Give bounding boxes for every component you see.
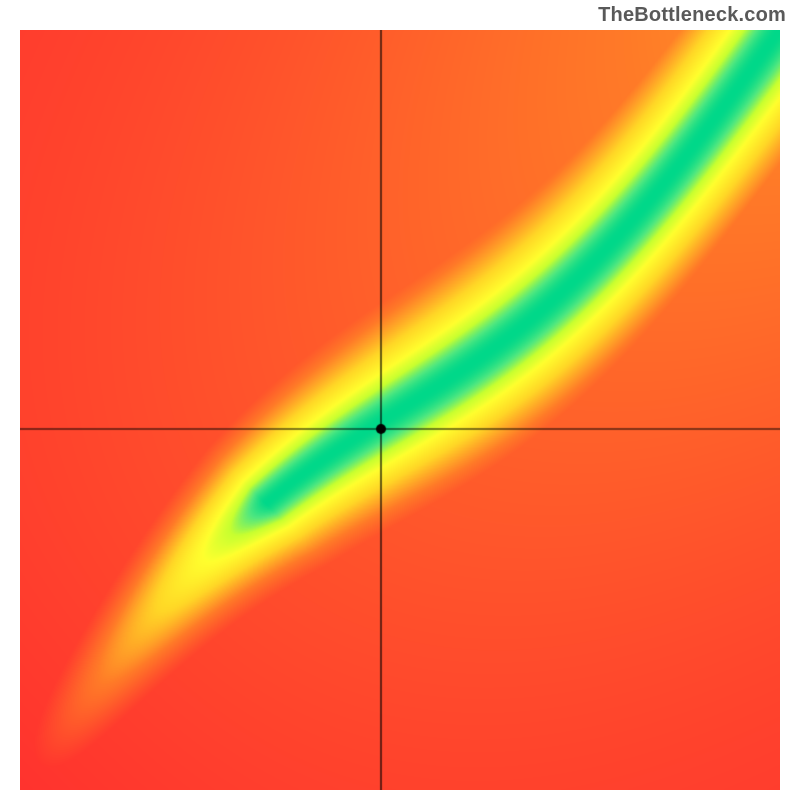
watermark-label: TheBottleneck.com [598,4,786,27]
bottleneck-heatmap [20,30,780,790]
heatmap-canvas [20,30,780,790]
